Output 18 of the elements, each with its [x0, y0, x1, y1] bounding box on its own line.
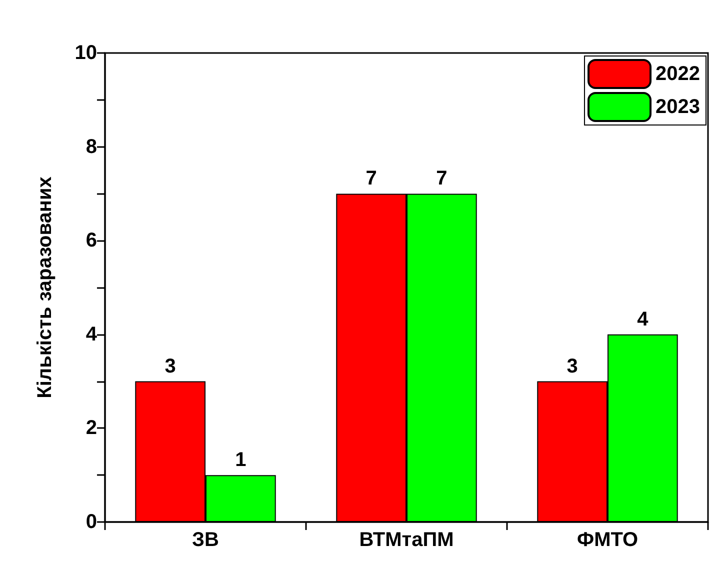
data-label: 3 [566, 355, 578, 378]
y-tick-label: 10 [74, 42, 97, 64]
data-label: 7 [436, 168, 448, 190]
data-label: 1 [235, 449, 246, 472]
x-tick-label: ЗВ [192, 529, 219, 551]
data-label: 4 [637, 308, 650, 330]
legend-label: 2022 [656, 63, 700, 85]
data-label: 3 [164, 355, 176, 378]
legend-label: 2023 [656, 96, 700, 118]
x-tick-label: ВТМтаПМ [359, 529, 454, 551]
y-tick-label: 8 [86, 136, 97, 158]
data-label: 7 [366, 168, 377, 190]
y-tick-label: 0 [86, 511, 97, 533]
y-tick-label: 2 [86, 417, 97, 440]
y-axis-title: Кількість заразованих [34, 176, 56, 398]
x-tick-label: ФМТО [576, 529, 638, 551]
y-tick-label: 6 [86, 230, 97, 252]
y-tick-label: 4 [86, 323, 98, 346]
